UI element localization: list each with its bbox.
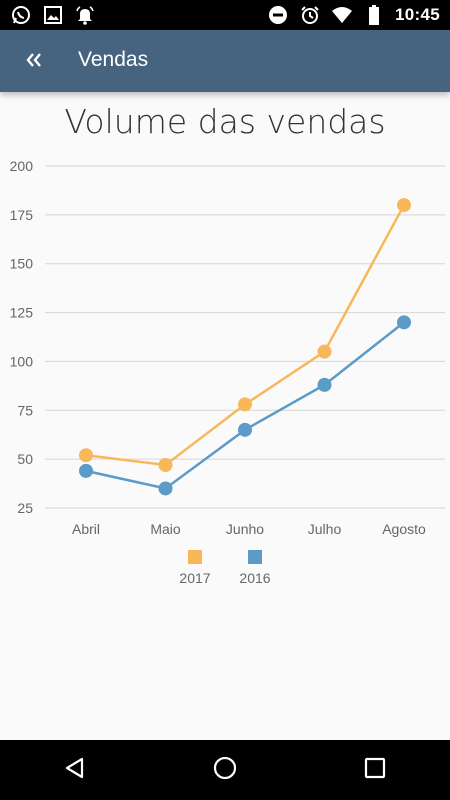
- chart-area: 25 50 75 100 125 150 175 200 Abril Maio Junho Julho…: [0, 92, 450, 740]
- data-point-2017[interactable]: [79, 448, 93, 463]
- nav-home-button[interactable]: [205, 750, 245, 790]
- back-button[interactable]: [18, 46, 50, 78]
- x-tick-label: Julho: [308, 521, 342, 537]
- data-point-2016[interactable]: [317, 377, 332, 392]
- y-tick-label: 200: [10, 158, 34, 174]
- data-point-2016[interactable]: [79, 463, 93, 478]
- y-tick-label: 50: [17, 451, 33, 467]
- status-time: 10:45: [395, 5, 440, 24]
- status-right-icons: 10:45: [267, 4, 440, 26]
- back-triangle-icon: [63, 756, 87, 785]
- data-point-2016[interactable]: [158, 481, 173, 496]
- y-tick-label: 75: [17, 402, 33, 418]
- data-point-2017[interactable]: [158, 458, 173, 473]
- double-chevron-left-icon: [25, 52, 43, 73]
- legend-label-2016: 2016: [239, 570, 270, 586]
- y-tick-label: 125: [10, 305, 34, 321]
- data-point-2016[interactable]: [397, 315, 411, 330]
- recents-square-icon: [364, 757, 386, 784]
- y-tick-label: 25: [17, 500, 33, 516]
- x-tick-label: Agosto: [382, 521, 426, 537]
- x-tick-label: Junho: [226, 521, 264, 537]
- y-tick-label: 100: [10, 353, 34, 369]
- y-tick-label: 175: [10, 207, 34, 223]
- status-left-icons: [10, 4, 96, 26]
- nav-back-button[interactable]: [55, 750, 95, 790]
- image-icon: [42, 4, 64, 26]
- wifi-icon: [331, 4, 353, 26]
- y-tick-label: 150: [10, 256, 34, 272]
- data-point-2017[interactable]: [317, 344, 332, 359]
- do-not-disturb-icon: [267, 4, 289, 26]
- legend-swatch-2016: [248, 550, 262, 564]
- chart-title: Volume das vendas: [64, 102, 386, 141]
- alarm-clock-icon: [299, 4, 321, 26]
- data-point-2017[interactable]: [238, 397, 252, 412]
- status-bar: 10:45: [0, 0, 450, 30]
- home-circle-icon: [212, 755, 238, 786]
- legend-swatch-2017: [188, 550, 202, 564]
- navigation-bar: [0, 740, 450, 800]
- data-point-2017[interactable]: [397, 198, 411, 213]
- x-tick-label: Maio: [150, 521, 181, 537]
- battery-icon: [363, 4, 385, 26]
- nav-recents-button[interactable]: [355, 750, 395, 790]
- x-tick-label: Abril: [72, 521, 100, 537]
- page-title: Vendas: [78, 48, 149, 71]
- app-bar: Vendas: [0, 30, 450, 92]
- legend-label-2017: 2017: [179, 570, 210, 586]
- data-point-2016[interactable]: [238, 422, 252, 437]
- line-chart: 25 50 75 100 125 150 175 200 Abril Maio Junho Julho…: [10, 158, 445, 586]
- alarm-bell-icon: [74, 4, 96, 26]
- whatsapp-icon: [10, 4, 32, 26]
